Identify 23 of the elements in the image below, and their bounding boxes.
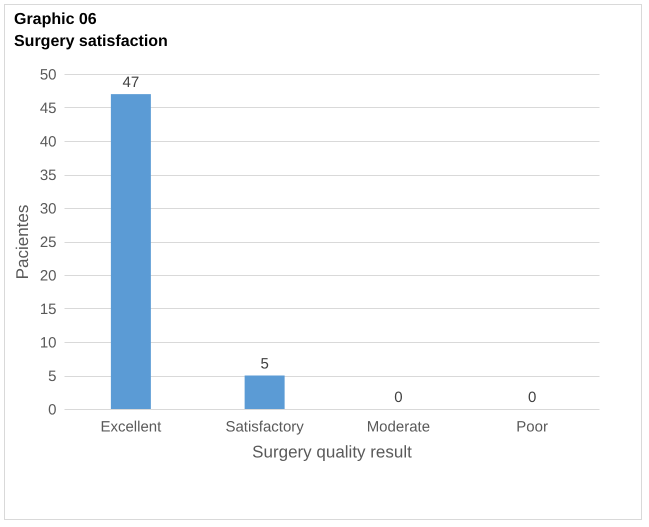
x-tick-label: Excellent [100,418,162,436]
y-tick-label: 50 [40,66,56,84]
chart-subtitle: Surgery satisfaction [14,33,168,50]
y-tick-label: 15 [40,301,56,318]
y-tick-label: 30 [40,200,56,218]
y-tick-label: 20 [40,268,56,284]
y-tick-label: 25 [40,234,56,251]
y-tick-label: 5 [48,368,56,385]
data-label: 0 [394,389,403,406]
data-label: 0 [528,389,536,406]
data-label: 47 [122,74,140,92]
data-label: 5 [260,356,269,372]
y-tick-label: 35 [40,167,56,184]
chart-title: Graphic 06 [14,11,97,28]
x-tick-label: Poor [516,418,548,436]
x-tick-label: Moderate [366,418,430,436]
y-tick-label: 45 [40,100,56,117]
y-tick-label: 10 [40,334,56,352]
x-tick-label: Satisfactory [225,418,304,436]
x-axis-title: Surgery quality result [252,442,412,462]
y-tick-label: 0 [48,402,56,418]
y-axis-title: Pacientes [12,204,32,280]
y-tick-label: 40 [40,134,56,150]
